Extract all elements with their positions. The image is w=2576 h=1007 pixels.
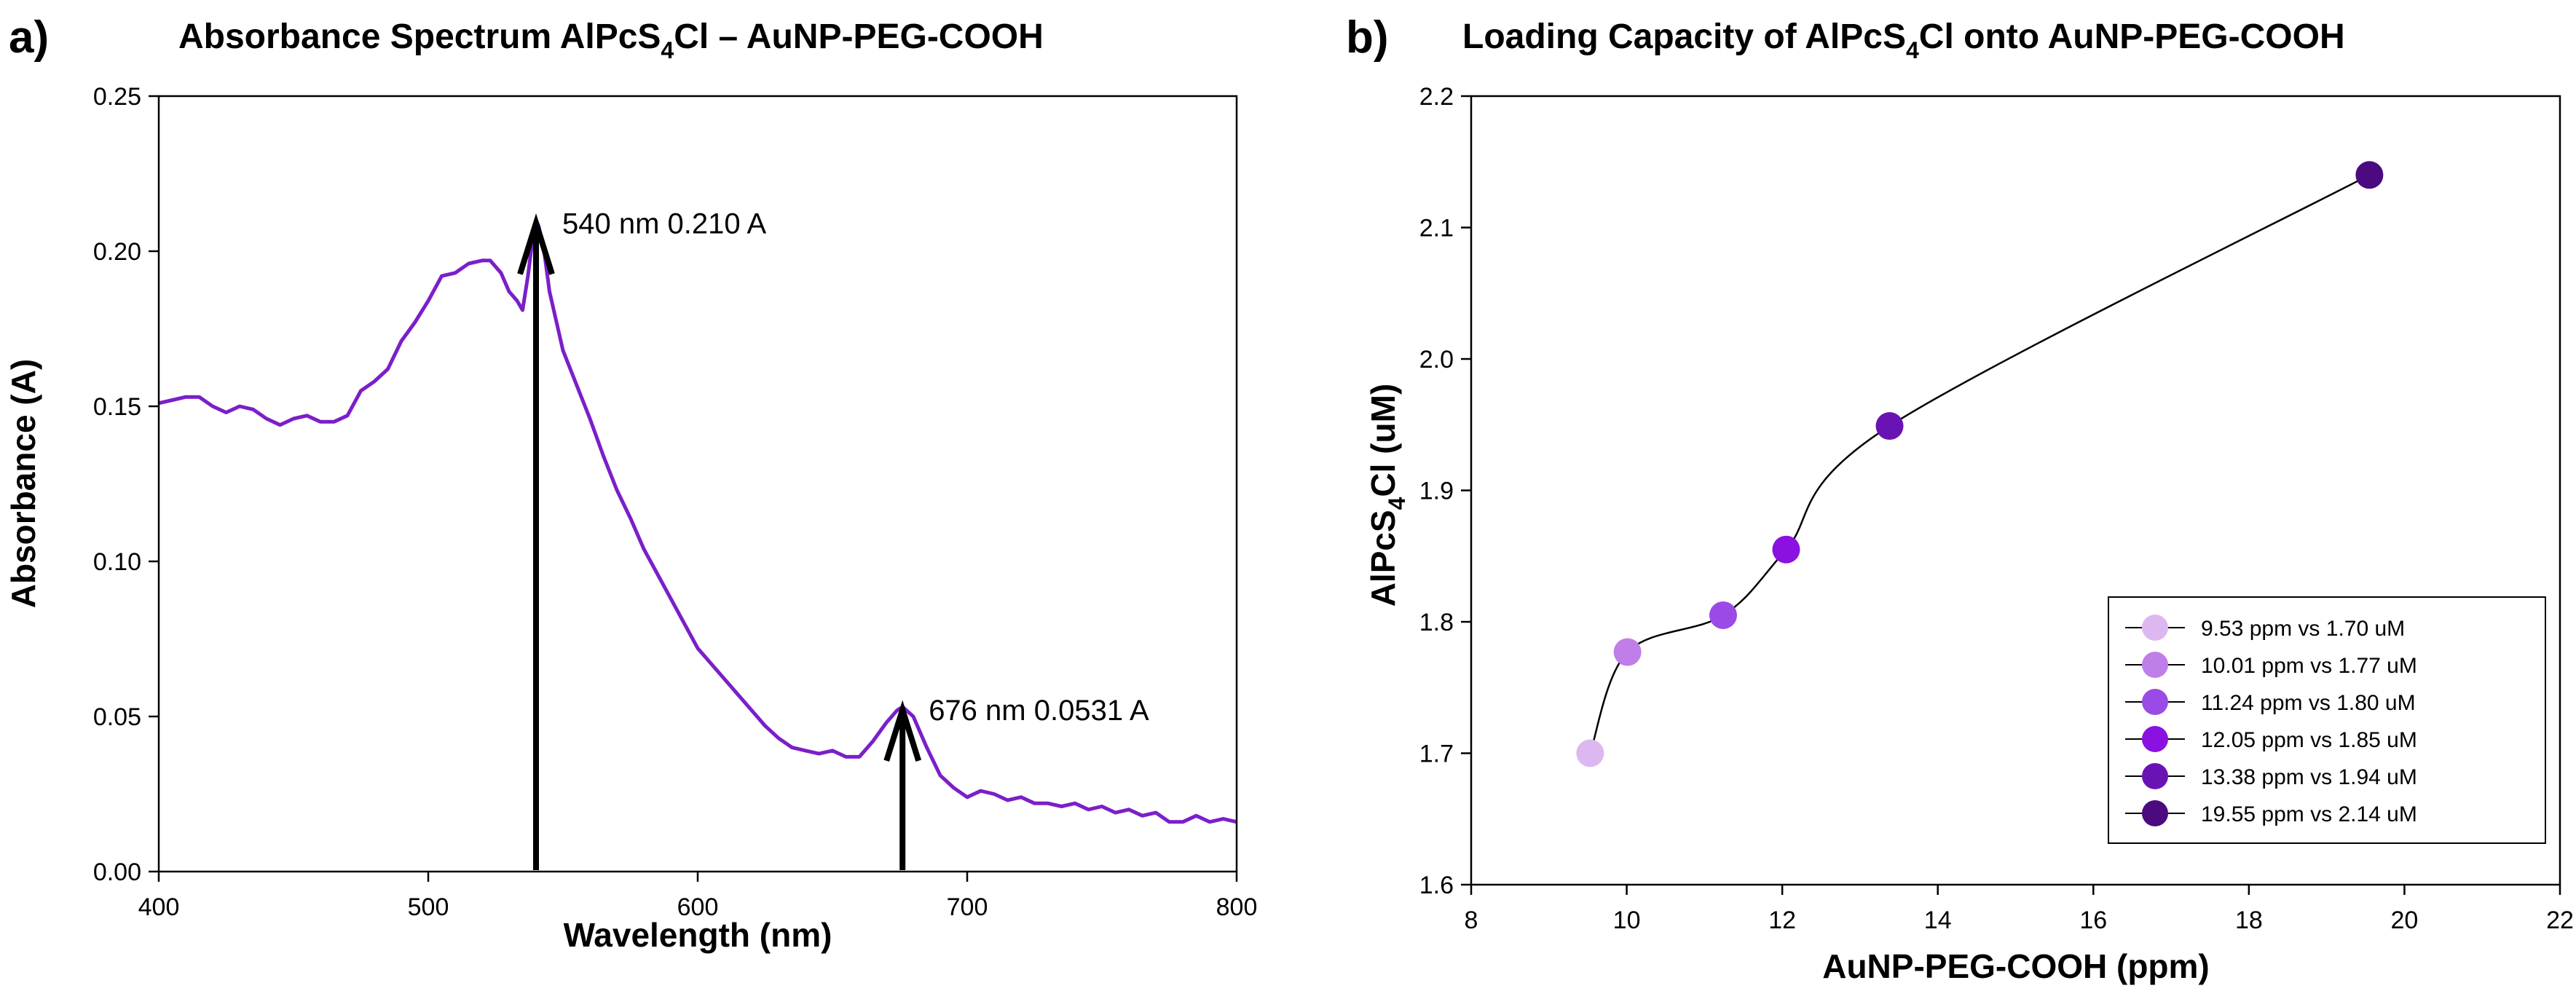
data-point [1576, 739, 1604, 767]
panel-b-x-tick-label: 10 [1613, 907, 1641, 934]
peak-annotation-label: 676 nm 0.0531 A [929, 695, 1149, 727]
legend-entry-label: 11.24 ppm vs 1.80 uM [2201, 691, 2416, 715]
panel-b-x-tick-label: 14 [1924, 907, 1952, 934]
panel-a-y-axis-label: Absorbance (A) [4, 359, 42, 608]
legend-entry-label: 12.05 ppm vs 1.85 uM [2201, 728, 2417, 752]
legend-entry-label: 19.55 ppm vs 2.14 uM [2201, 802, 2417, 826]
panel-a-x-tick-label: 400 [138, 893, 180, 921]
panel-b-y-tick-label: 1.9 [1419, 478, 1454, 505]
peak-arrow-head [883, 700, 922, 762]
panel-b-x-ticks: 8 10 12 14 16 18 20 22 [1465, 885, 2574, 934]
panel-a-y-ticks: 0.00 0.05 0.10 0.15 0.20 0.25 [93, 83, 159, 886]
panel-a-title: Absorbance Spectrum AlPcS4Cl – AuNP-PEG-… [178, 17, 1044, 63]
panel-a-y-tick-label: 0.20 [93, 238, 141, 266]
panel-a: a) Absorbance Spectrum AlPcS4Cl – AuNP-P… [4, 12, 1257, 954]
panel-b-legend: 9.53 ppm vs 1.70 uM 10.01 ppm vs 1.77 uM 1… [2108, 596, 2546, 844]
data-point [1875, 412, 1904, 441]
panel-a-y-tick-label: 0.25 [93, 83, 141, 111]
panel-b-x-tick-label: 20 [2391, 907, 2419, 934]
panel-b-x-tick-label: 18 [2235, 907, 2263, 934]
panel-a-x-tick-label: 800 [1216, 893, 1258, 921]
panel-b-label: b) [1346, 12, 1389, 63]
legend-marker [2142, 615, 2168, 641]
panel-b-y-tick-label: 1.8 [1419, 609, 1454, 636]
panel-b-y-tick-label: 1.6 [1419, 872, 1454, 899]
panel-a-plot-frame [157, 95, 1238, 873]
peak-annotation-label: 540 nm 0.210 A [562, 208, 767, 240]
panel-b-x-tick-label: 16 [2079, 907, 2107, 934]
data-point [1772, 535, 1800, 564]
panel-b-y-tick-label: 2.0 [1419, 346, 1454, 374]
panel-b-x-tick-label: 22 [2546, 907, 2574, 934]
panel-b-plot-frame [1470, 95, 2561, 886]
panel-a-y-tick-label: 0.05 [93, 703, 141, 731]
absorbance-series-line [158, 218, 1237, 824]
legend-marker [2142, 726, 2168, 752]
panel-a-x-ticks: 400 500 600 700 800 [138, 872, 1258, 921]
panel-a-y-tick-label: 0.00 [93, 858, 141, 886]
data-point [2355, 161, 2384, 189]
legend-box [2108, 596, 2546, 844]
panel-a-x-axis-label: Wavelength (nm) [564, 916, 832, 954]
loading-capacity-points [1576, 161, 2384, 767]
panel-a-y-tick-label: 0.10 [93, 548, 141, 576]
panel-b-y-tick-label: 1.7 [1419, 741, 1454, 768]
legend-entry-label: 13.38 ppm vs 1.94 uM [2201, 765, 2417, 789]
panel-b-y-tick-label: 2.2 [1419, 83, 1454, 111]
legend-marker [2142, 800, 2168, 826]
data-point [1613, 638, 1642, 666]
panel-a-annotations: 540 nm 0.210 A 676 nm 0.0531 A [517, 208, 1149, 870]
legend-entry-label: 9.53 ppm vs 1.70 uM [2201, 617, 2405, 641]
peak-arrow-head [517, 213, 555, 275]
panel-a-label: a) [9, 12, 49, 63]
panel-b-x-tick-label: 12 [1768, 907, 1796, 934]
panel-b-x-axis-label: AuNP-PEG-COOH (ppm) [1822, 947, 2210, 985]
legend-entry-label: 10.01 ppm vs 1.77 uM [2201, 654, 2417, 678]
panel-b-y-tick-label: 2.1 [1419, 215, 1454, 242]
panel-b-y-ticks: 1.6 1.7 1.8 1.9 2.0 2.1 2.2 [1419, 83, 1471, 899]
data-point [1709, 601, 1737, 629]
legend-marker [2142, 652, 2168, 678]
panel-b: b) Loading Capacity of AlPcS4Cl onto AuN… [1346, 12, 2574, 985]
panel-a-x-tick-label: 600 [677, 893, 719, 921]
panel-b-title: Loading Capacity of AlPcS4Cl onto AuNP-P… [1462, 17, 2345, 63]
legend-marker [2142, 689, 2168, 715]
panel-b-y-axis-label: AlPcS4Cl (uM) [1364, 384, 1410, 607]
panel-a-x-tick-label: 700 [947, 893, 988, 921]
panel-a-y-tick-label: 0.15 [93, 393, 141, 421]
panel-a-x-tick-label: 500 [408, 893, 449, 921]
legend-marker [2142, 763, 2168, 789]
panel-b-x-tick-label: 8 [1465, 907, 1478, 934]
